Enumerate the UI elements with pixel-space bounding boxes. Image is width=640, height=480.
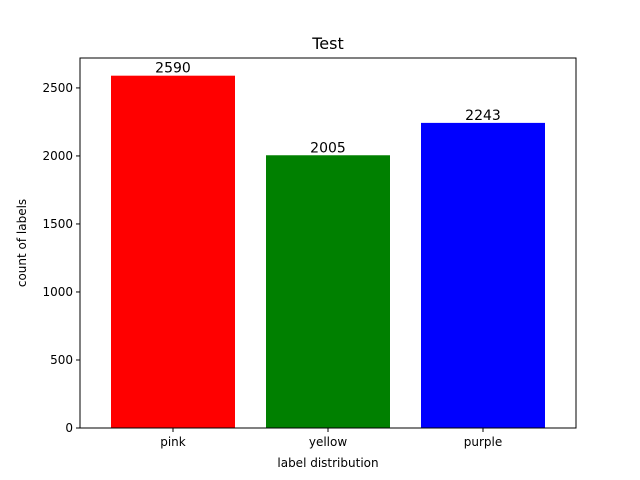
y-tick-label-2500: 2500 xyxy=(42,81,73,95)
data-label-yellow: 2005 xyxy=(310,140,346,156)
data-label-purple: 2243 xyxy=(465,108,501,124)
plot-area: 2590 pink 2005 yellow 2243 purple 0 500 1000 1500… xyxy=(42,57,577,449)
chart-title: Test xyxy=(311,34,344,53)
x-axis-label: label distribution xyxy=(277,456,378,470)
y-tick-label-1000: 1000 xyxy=(42,285,73,299)
y-tick-label-2000: 2000 xyxy=(42,149,73,163)
x-tick-label-purple: purple xyxy=(464,435,503,449)
bar-purple xyxy=(421,122,545,428)
data-label-pink: 2590 xyxy=(155,61,191,77)
y-tick-label-1500: 1500 xyxy=(42,217,73,231)
bar-yellow xyxy=(266,155,390,428)
axes-frame xyxy=(79,57,577,429)
x-tick-label-pink: pink xyxy=(160,435,186,449)
y-axis-label: count of labels xyxy=(15,199,29,287)
y-tick-label-0: 0 xyxy=(65,421,73,435)
x-tick-label-yellow: yellow xyxy=(309,435,347,449)
bar-pink xyxy=(111,75,235,428)
y-tick-label-500: 500 xyxy=(50,353,73,367)
